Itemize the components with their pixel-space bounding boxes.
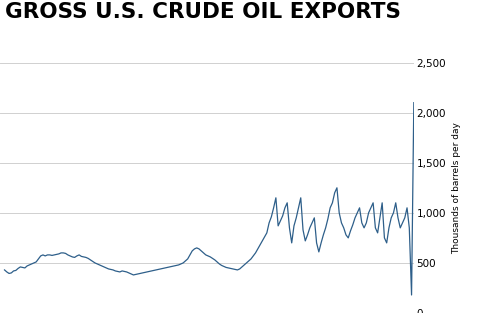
Text: GROSS U.S. CRUDE OIL EXPORTS: GROSS U.S. CRUDE OIL EXPORTS: [5, 2, 401, 22]
Y-axis label: Thousands of barrels per day: Thousands of barrels per day: [452, 122, 461, 254]
